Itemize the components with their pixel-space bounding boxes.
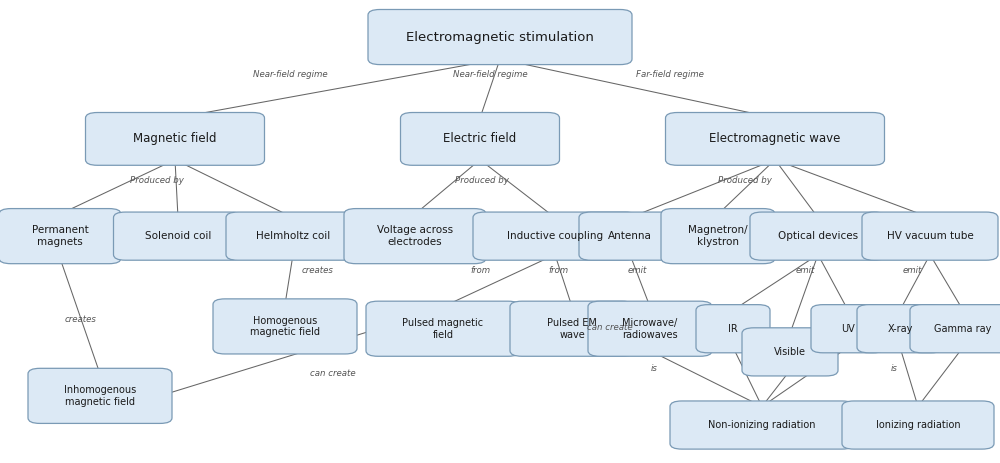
Text: Pulsed EM
wave: Pulsed EM wave <box>547 318 597 339</box>
Text: Homogenous
magnetic field: Homogenous magnetic field <box>250 316 320 337</box>
FancyBboxPatch shape <box>366 301 520 357</box>
Text: Solenoid coil: Solenoid coil <box>145 231 211 241</box>
FancyBboxPatch shape <box>666 113 885 165</box>
Text: IR: IR <box>728 324 738 334</box>
Text: Inhomogenous
magnetic field: Inhomogenous magnetic field <box>64 385 136 407</box>
Text: Magnetron/
klystron: Magnetron/ klystron <box>688 225 748 247</box>
Text: Produced by: Produced by <box>130 176 184 185</box>
Text: X-ray: X-ray <box>887 324 913 334</box>
Text: Voltage across
electrodes: Voltage across electrodes <box>377 225 453 247</box>
Text: Pulsed magnetic
field: Pulsed magnetic field <box>402 318 484 339</box>
Text: Near-field regime: Near-field regime <box>453 70 527 79</box>
Text: Antenna: Antenna <box>608 231 652 241</box>
Text: Near-field regime: Near-field regime <box>253 70 327 79</box>
Text: is: is <box>651 364 658 373</box>
FancyBboxPatch shape <box>344 208 486 264</box>
FancyBboxPatch shape <box>85 113 264 165</box>
Text: Optical devices: Optical devices <box>778 231 858 241</box>
FancyBboxPatch shape <box>400 113 560 165</box>
FancyBboxPatch shape <box>114 212 242 260</box>
Text: is: is <box>891 364 898 373</box>
FancyBboxPatch shape <box>750 212 886 260</box>
Text: Non-ionizing radiation: Non-ionizing radiation <box>708 420 816 430</box>
FancyBboxPatch shape <box>857 305 943 353</box>
Text: HV vacuum tube: HV vacuum tube <box>887 231 973 241</box>
FancyBboxPatch shape <box>213 299 357 354</box>
Text: can create: can create <box>587 324 633 332</box>
Text: from: from <box>548 267 568 275</box>
FancyBboxPatch shape <box>473 212 637 260</box>
Text: Permanent
magnets: Permanent magnets <box>32 225 88 247</box>
FancyBboxPatch shape <box>811 305 885 353</box>
Text: Inductive coupling: Inductive coupling <box>507 231 603 241</box>
Text: Electromagnetic stimulation: Electromagnetic stimulation <box>406 31 594 44</box>
Text: creates: creates <box>65 315 97 324</box>
Text: can create: can create <box>310 369 356 378</box>
Text: Produced by: Produced by <box>455 176 509 185</box>
Text: emit: emit <box>902 267 922 275</box>
FancyBboxPatch shape <box>579 212 681 260</box>
FancyBboxPatch shape <box>862 212 998 260</box>
FancyBboxPatch shape <box>670 401 854 449</box>
FancyBboxPatch shape <box>842 401 994 449</box>
Text: Electromagnetic wave: Electromagnetic wave <box>709 132 841 145</box>
FancyBboxPatch shape <box>696 305 770 353</box>
FancyBboxPatch shape <box>28 369 172 423</box>
Text: emit: emit <box>627 267 647 275</box>
Text: Microwave/
radiowaves: Microwave/ radiowaves <box>622 318 678 339</box>
FancyBboxPatch shape <box>661 208 775 264</box>
FancyBboxPatch shape <box>588 301 712 357</box>
Text: Ionizing radiation: Ionizing radiation <box>876 420 960 430</box>
Text: Visible: Visible <box>774 347 806 357</box>
FancyBboxPatch shape <box>368 9 632 64</box>
Text: emit: emit <box>795 267 815 275</box>
Text: UV: UV <box>841 324 855 334</box>
Text: Gamma ray: Gamma ray <box>934 324 992 334</box>
FancyBboxPatch shape <box>510 301 634 357</box>
FancyBboxPatch shape <box>742 328 838 376</box>
Text: Helmholtz coil: Helmholtz coil <box>256 231 330 241</box>
Text: Produced by: Produced by <box>718 176 772 185</box>
Text: creates: creates <box>302 267 334 275</box>
Text: Far-field regime: Far-field regime <box>636 70 704 79</box>
FancyBboxPatch shape <box>226 212 360 260</box>
FancyBboxPatch shape <box>0 208 121 264</box>
Text: Electric field: Electric field <box>443 132 517 145</box>
FancyBboxPatch shape <box>910 305 1000 353</box>
Text: from: from <box>470 267 490 275</box>
Text: Magnetic field: Magnetic field <box>133 132 217 145</box>
